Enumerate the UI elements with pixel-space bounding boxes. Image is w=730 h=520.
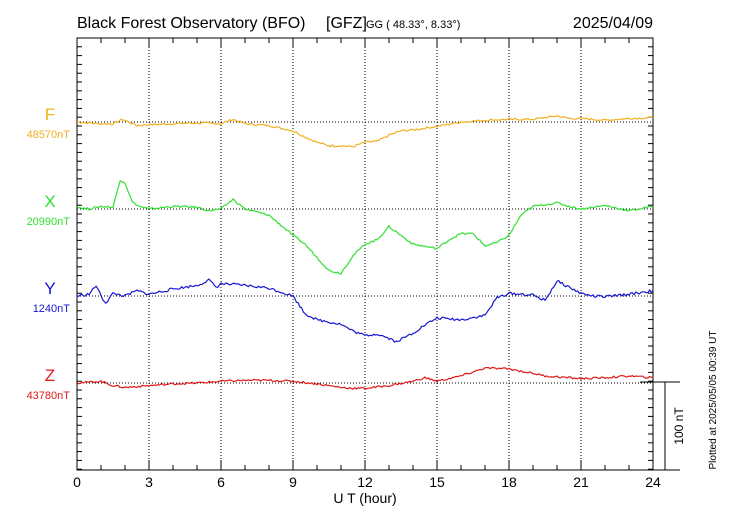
x-tick-label: 21 [573, 474, 589, 490]
scale-bar-label: 100 nT [672, 407, 686, 445]
axis-ticks [76, 38, 654, 470]
series-name-x: X [44, 192, 55, 211]
series-line-f [77, 115, 654, 148]
institute-label: [GFZ] [326, 15, 367, 32]
x-tick-label: 6 [217, 474, 225, 490]
x-tick-label: 0 [73, 474, 81, 490]
series-baseline-x: 20990nT [27, 216, 71, 228]
series-lines [76, 115, 654, 390]
series-name-y: Y [44, 279, 55, 298]
series-line-x [76, 180, 654, 275]
series-name-f: F [45, 105, 55, 124]
grid-lines [77, 38, 653, 470]
series-baseline-y: 1240nT [33, 303, 71, 315]
x-tick-label: 9 [289, 474, 297, 490]
x-tick-label: 3 [145, 474, 153, 490]
series-labels: F 48570nT X 20990nT Y 1240nT Z 43780nT [27, 105, 71, 402]
x-tick-label: 12 [357, 474, 373, 490]
x-tick-label: 18 [501, 474, 517, 490]
date-label: 2025/04/09 [573, 15, 653, 32]
x-tick-label: 15 [429, 474, 445, 490]
x-tick-label: 24 [645, 474, 661, 490]
series-name-z: Z [45, 366, 55, 385]
series-line-y [76, 278, 654, 343]
plotted-note: Plotted at 2025/05/05 00:39 UT [708, 331, 719, 470]
observatory-title: Black Forest Observatory (BFO) [77, 15, 306, 32]
series-line-z [76, 366, 654, 390]
series-baseline-z: 43780nT [27, 390, 71, 402]
coords-label: GG ( 48.33°, 8.33°) [366, 19, 460, 31]
x-axis-label: U T (hour) [333, 490, 396, 506]
x-tick-labels: 0 3 6 9 12 15 18 21 24 [73, 474, 661, 490]
series-baseline-f: 48570nT [27, 129, 71, 141]
scale-bar: 100 nT [640, 381, 686, 471]
